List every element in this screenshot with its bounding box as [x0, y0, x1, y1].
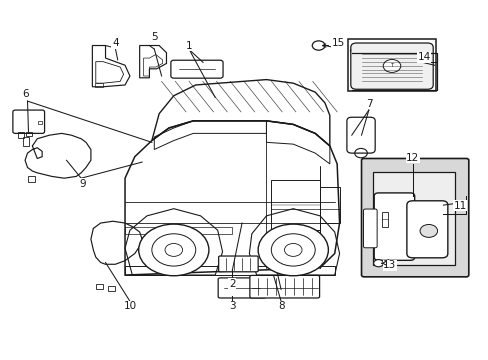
Text: 11: 11 [452, 201, 466, 211]
Text: 12: 12 [405, 153, 419, 163]
Text: 4: 4 [112, 38, 119, 48]
Text: 9: 9 [79, 179, 86, 189]
FancyBboxPatch shape [218, 256, 258, 272]
FancyBboxPatch shape [13, 110, 44, 134]
Text: 14: 14 [416, 52, 430, 62]
Circle shape [419, 225, 437, 237]
FancyBboxPatch shape [373, 193, 414, 260]
Text: 6: 6 [22, 89, 29, 99]
Text: 3: 3 [228, 301, 235, 311]
Text: 1: 1 [186, 41, 192, 50]
Circle shape [373, 260, 383, 267]
FancyBboxPatch shape [363, 209, 376, 248]
FancyBboxPatch shape [249, 275, 319, 298]
FancyBboxPatch shape [346, 117, 374, 153]
Text: 7: 7 [366, 99, 372, 109]
Text: 5: 5 [151, 32, 157, 41]
Text: 13: 13 [383, 260, 396, 270]
Text: 15: 15 [331, 38, 345, 48]
FancyBboxPatch shape [406, 201, 447, 258]
Text: 8: 8 [278, 301, 285, 311]
Circle shape [312, 41, 325, 50]
FancyBboxPatch shape [218, 278, 265, 298]
Text: 2: 2 [228, 279, 235, 289]
Text: 10: 10 [123, 301, 136, 311]
FancyBboxPatch shape [361, 158, 468, 277]
Circle shape [139, 224, 208, 276]
Circle shape [258, 224, 328, 276]
FancyBboxPatch shape [170, 60, 223, 78]
Circle shape [383, 59, 400, 72]
FancyBboxPatch shape [350, 43, 432, 89]
FancyBboxPatch shape [347, 40, 435, 91]
FancyBboxPatch shape [372, 172, 454, 265]
Text: T: T [389, 63, 393, 68]
